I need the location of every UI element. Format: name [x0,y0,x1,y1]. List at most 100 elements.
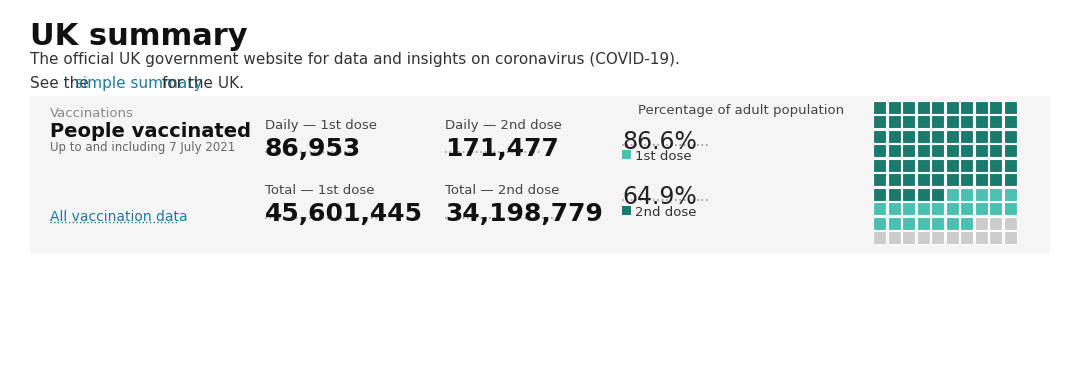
Bar [917,231,930,244]
Text: All vaccination data: All vaccination data [50,210,188,224]
Bar [989,231,1002,244]
Bar [931,187,944,200]
Bar [945,100,959,114]
Bar [989,115,1002,128]
Bar [974,202,987,215]
Bar [974,100,987,114]
Text: 171,477: 171,477 [445,137,558,161]
Bar [974,173,987,186]
Text: 45,601,445: 45,601,445 [265,202,423,226]
Bar [902,216,915,229]
Bar [917,187,930,200]
Bar [917,173,930,186]
Bar [917,216,930,229]
Bar [917,158,930,172]
Bar [974,144,987,157]
Bar [917,129,930,143]
Bar [888,216,901,229]
Bar [902,187,915,200]
Text: Total — 2nd dose: Total — 2nd dose [445,184,559,197]
Text: Vaccinations: Vaccinations [50,107,134,120]
Text: Daily — 1st dose: Daily — 1st dose [265,119,377,132]
Bar [873,173,886,186]
Bar [960,115,973,128]
Bar [917,202,930,215]
Bar [945,202,959,215]
Bar [960,158,973,172]
Text: Daily — 2nd dose: Daily — 2nd dose [445,119,562,132]
Bar [1003,100,1016,114]
Bar [888,158,901,172]
Bar [888,173,901,186]
Bar [974,187,987,200]
Bar [1003,144,1016,157]
Bar [945,231,959,244]
Bar [902,202,915,215]
Bar [960,144,973,157]
Bar [888,129,901,143]
Bar [974,216,987,229]
Bar [902,158,915,172]
Bar [989,144,1002,157]
Bar [902,173,915,186]
Bar [960,129,973,143]
Text: simple summary: simple summary [75,76,203,91]
Bar [873,115,886,128]
Bar [873,231,886,244]
Bar [873,100,886,114]
Text: 86.6%: 86.6% [622,130,697,154]
Text: 64.9%: 64.9% [622,185,697,209]
Bar [622,206,631,215]
Bar [989,129,1002,143]
Text: 34,198,779: 34,198,779 [445,202,603,226]
Bar [917,100,930,114]
Bar [873,202,886,215]
Bar [931,115,944,128]
Bar [931,231,944,244]
Bar [1003,173,1016,186]
Bar [931,129,944,143]
Bar [945,144,959,157]
Text: The official UK government website for data and insights on coronavirus (COVID-1: The official UK government website for d… [30,52,680,67]
Bar [960,231,973,244]
Bar [1003,187,1016,200]
Bar [974,129,987,143]
Bar [960,173,973,186]
Bar [960,100,973,114]
Bar [1003,115,1016,128]
FancyBboxPatch shape [30,96,1050,254]
Bar [989,187,1002,200]
Bar [902,129,915,143]
Bar [931,144,944,157]
Text: 2nd dose: 2nd dose [635,206,697,219]
Bar [945,158,959,172]
Bar [989,202,1002,215]
Bar [873,129,886,143]
Bar [989,216,1002,229]
Bar [902,100,915,114]
Bar [1003,129,1016,143]
Text: Percentage of adult population: Percentage of adult population [638,104,845,117]
Text: Total — 1st dose: Total — 1st dose [265,184,375,197]
Bar [873,158,886,172]
Bar [902,115,915,128]
Bar [989,158,1002,172]
Bar [1003,216,1016,229]
Text: 86,953: 86,953 [265,137,361,161]
Bar [931,100,944,114]
Bar [960,187,973,200]
Bar [917,115,930,128]
Bar [989,100,1002,114]
Bar [917,144,930,157]
Bar [960,216,973,229]
Bar [888,187,901,200]
Bar [888,144,901,157]
Bar [888,115,901,128]
Bar [931,216,944,229]
Bar [945,173,959,186]
Bar [960,202,973,215]
Text: UK summary: UK summary [30,22,247,51]
Bar [945,216,959,229]
Bar [945,115,959,128]
Bar [1003,158,1016,172]
